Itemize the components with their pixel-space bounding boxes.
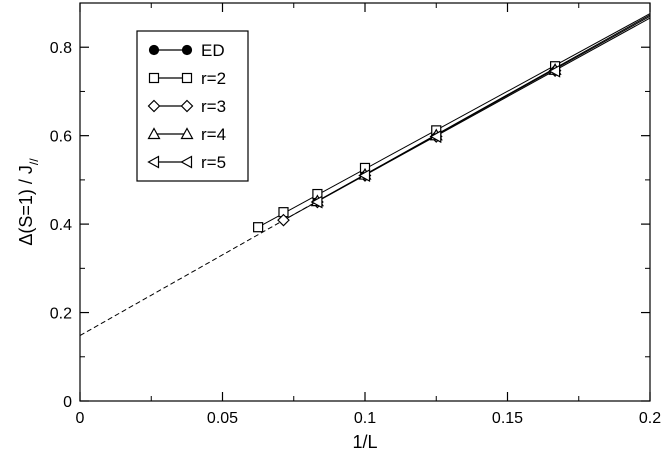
fit-line — [79, 200, 318, 336]
series-r-5 — [310, 64, 561, 209]
legend-marker — [180, 155, 193, 169]
data-point — [253, 222, 264, 233]
y-axis-label-main: Δ(S=1) / J — [16, 165, 36, 246]
y-tick-label: 0.8 — [50, 40, 72, 57]
fit-line — [257, 13, 651, 228]
axis-ticks: 0 0.05 0.1 0.15 0.2 0 0.2 0.4 0.6 0.8 — [50, 2, 661, 427]
fit-line — [317, 15, 651, 202]
legend-marker — [147, 99, 161, 113]
y-axis-label-subscript: // — [27, 158, 41, 165]
data-point — [429, 130, 442, 144]
fit-lines — [79, 13, 651, 336]
x-tick-label: 0 — [76, 410, 85, 427]
y-tick-label: 0.2 — [50, 306, 72, 323]
legend-entries: ED r=2 r=3 r=4 r=5 — [147, 41, 226, 172]
legend-label: ED — [201, 41, 225, 60]
x-tick-label: 0.05 — [207, 410, 238, 427]
legend-label: r=3 — [201, 97, 226, 116]
y-tick-label: 0.6 — [50, 129, 72, 146]
x-tick-label: 0.2 — [639, 410, 661, 427]
legend-label: r=4 — [201, 125, 226, 144]
legend-marker — [180, 127, 194, 140]
legend-marker — [180, 99, 194, 113]
y-tick-label: 0.4 — [50, 217, 72, 234]
data-point — [358, 168, 371, 182]
legend-label: r=2 — [201, 69, 226, 88]
legend: ED r=2 r=3 r=4 r=5 — [136, 30, 249, 182]
y-tick-label: 0 — [63, 394, 72, 411]
legend-marker — [147, 155, 160, 169]
legend-label: r=5 — [201, 153, 226, 172]
x-tick-label: 0.1 — [354, 410, 376, 427]
legend-marker — [148, 44, 160, 56]
legend-marker — [181, 44, 193, 56]
legend-marker — [148, 72, 160, 84]
y-axis-label: Δ(S=1) / J// — [16, 158, 41, 246]
data-point — [277, 213, 290, 227]
series-markers — [253, 61, 562, 233]
data-point — [310, 195, 323, 209]
x-axis-label: 1/L — [352, 432, 377, 452]
legend-marker — [181, 72, 193, 84]
x-tick-label: 0.15 — [492, 410, 523, 427]
data-point — [548, 64, 561, 78]
legend-marker — [147, 127, 161, 140]
